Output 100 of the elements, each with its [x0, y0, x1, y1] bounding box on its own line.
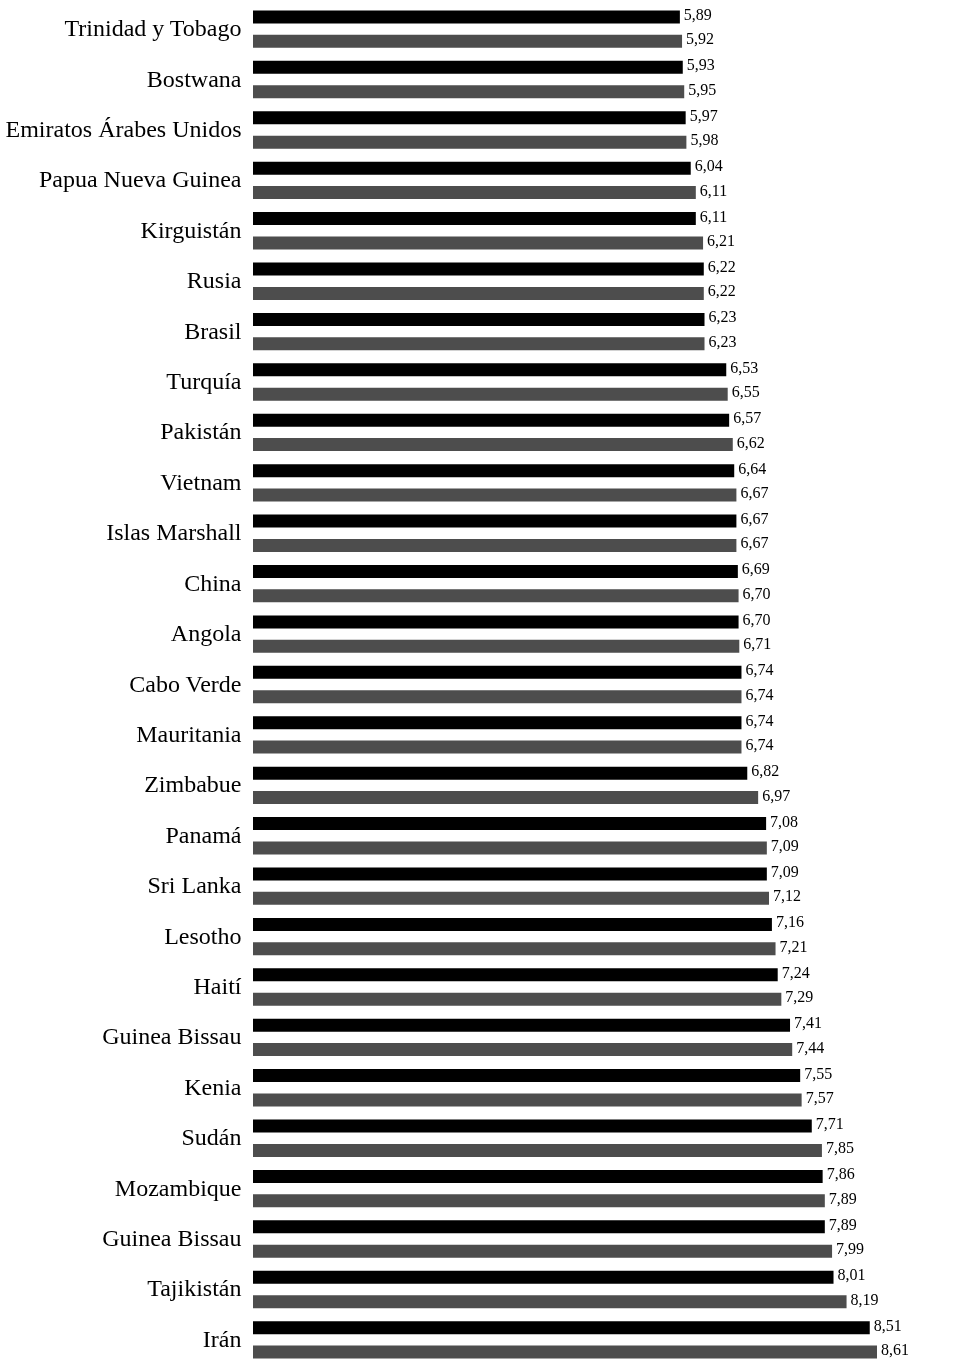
- y-tick-label: Haití: [193, 972, 242, 999]
- bar: [253, 740, 742, 754]
- data-label: 7,16: [775, 913, 804, 931]
- bar: [253, 262, 704, 276]
- bar: [253, 111, 686, 125]
- bar: [253, 1321, 870, 1335]
- data-label: 6,57: [733, 409, 762, 427]
- data-label: 7,71: [815, 1115, 844, 1133]
- data-label: 5,97: [689, 106, 718, 124]
- bar: [253, 363, 727, 377]
- bar: [253, 690, 742, 704]
- data-label: 6,74: [745, 711, 774, 729]
- data-label: 7,08: [770, 812, 799, 830]
- bar: [253, 564, 738, 578]
- bar: [253, 1194, 825, 1208]
- bar: [253, 1018, 791, 1032]
- bar: [253, 438, 733, 452]
- bar: [253, 589, 739, 603]
- y-tick-label: Emiratos Árabes Unidos: [5, 115, 242, 142]
- bar: [253, 1295, 847, 1309]
- data-label: 6,69: [741, 560, 770, 578]
- data-label: 6,23: [708, 332, 737, 350]
- bar: [253, 942, 776, 956]
- data-label: 6,62: [736, 433, 765, 451]
- bar: [253, 312, 705, 326]
- bar: [253, 413, 730, 427]
- bar: [253, 1043, 793, 1057]
- bar: [253, 639, 740, 653]
- y-tick-label: Panamá: [165, 821, 242, 848]
- bar: [253, 1093, 802, 1107]
- y-tick-label: China: [184, 569, 242, 596]
- data-label: 6,53: [730, 358, 759, 376]
- bar: [253, 766, 748, 780]
- y-tick-label: Guinea Bissau: [102, 1023, 242, 1050]
- bar: [253, 135, 687, 149]
- data-label: 7,99: [836, 1240, 865, 1258]
- data-label: 6,55: [731, 383, 760, 401]
- bar: [253, 1270, 834, 1284]
- y-tick-label: Guinea Bissau: [102, 1225, 242, 1252]
- bar: [253, 716, 742, 730]
- data-label: 5,95: [688, 80, 717, 98]
- bar: [253, 992, 782, 1006]
- y-tick-label: Mauritania: [136, 720, 242, 747]
- y-tick-label: Kenia: [184, 1073, 242, 1100]
- data-label: 7,21: [779, 937, 808, 955]
- y-tick-label: Tajikistán: [147, 1275, 242, 1302]
- bar: [253, 538, 737, 552]
- data-label: 5,93: [686, 56, 715, 74]
- data-label: 8,51: [873, 1316, 902, 1334]
- data-label: 6,70: [742, 584, 771, 602]
- data-label: 6,04: [694, 157, 723, 175]
- y-tick-label: Trinidad y Tobago: [64, 15, 242, 42]
- data-label: 7,44: [796, 1038, 825, 1056]
- bar: [253, 34, 683, 48]
- data-label: 5,89: [683, 5, 712, 23]
- bar: [253, 60, 683, 74]
- y-tick-label: Vietnam: [160, 468, 242, 495]
- data-label: 8,61: [881, 1341, 909, 1359]
- data-label: 6,67: [740, 510, 769, 528]
- data-label: 5,92: [686, 30, 715, 48]
- bar: [253, 841, 767, 855]
- y-tick-label: Rusia: [186, 267, 242, 294]
- data-label: 6,11: [699, 181, 728, 199]
- data-label: 6,22: [707, 282, 736, 300]
- y-tick-label: Sudán: [181, 1124, 242, 1151]
- data-label: 8,01: [837, 1266, 866, 1284]
- bar: [253, 1345, 877, 1359]
- y-tick-label: Pakistán: [160, 418, 242, 445]
- data-label: 7,24: [781, 963, 810, 981]
- y-tick-label: Brasil: [184, 317, 242, 344]
- bar: [253, 286, 704, 300]
- data-label: 7,89: [828, 1189, 857, 1207]
- bar: [253, 817, 767, 831]
- y-tick-label: Islas Marshall: [106, 519, 242, 546]
- data-label: 6,74: [745, 736, 774, 754]
- bar: [253, 1244, 833, 1258]
- data-label: 7,12: [773, 887, 802, 905]
- y-tick-label: Mozambique: [114, 1174, 242, 1201]
- y-tick-label: Lesotho: [164, 922, 242, 949]
- bar: [253, 488, 737, 502]
- y-tick-label: Zimbabue: [144, 771, 242, 798]
- bar: [253, 917, 772, 931]
- bar: [253, 10, 680, 24]
- data-label: 6,71: [743, 635, 772, 653]
- y-tick-label: Kirguistán: [140, 216, 242, 243]
- y-tick-label: Turquía: [166, 368, 242, 395]
- bar: [253, 791, 759, 805]
- data-label: 6,22: [707, 258, 736, 276]
- bar: [253, 665, 742, 679]
- data-label: 6,21: [707, 231, 736, 249]
- data-label: 6,70: [742, 610, 771, 628]
- bar: [253, 1069, 801, 1083]
- data-label: 7,57: [805, 1088, 834, 1106]
- bar: [253, 186, 696, 200]
- bar: [253, 464, 735, 478]
- bar: [253, 891, 770, 905]
- bar: [253, 161, 691, 175]
- y-tick-label: Angola: [170, 620, 242, 647]
- data-label: 6,97: [762, 786, 791, 804]
- bar: [253, 867, 767, 881]
